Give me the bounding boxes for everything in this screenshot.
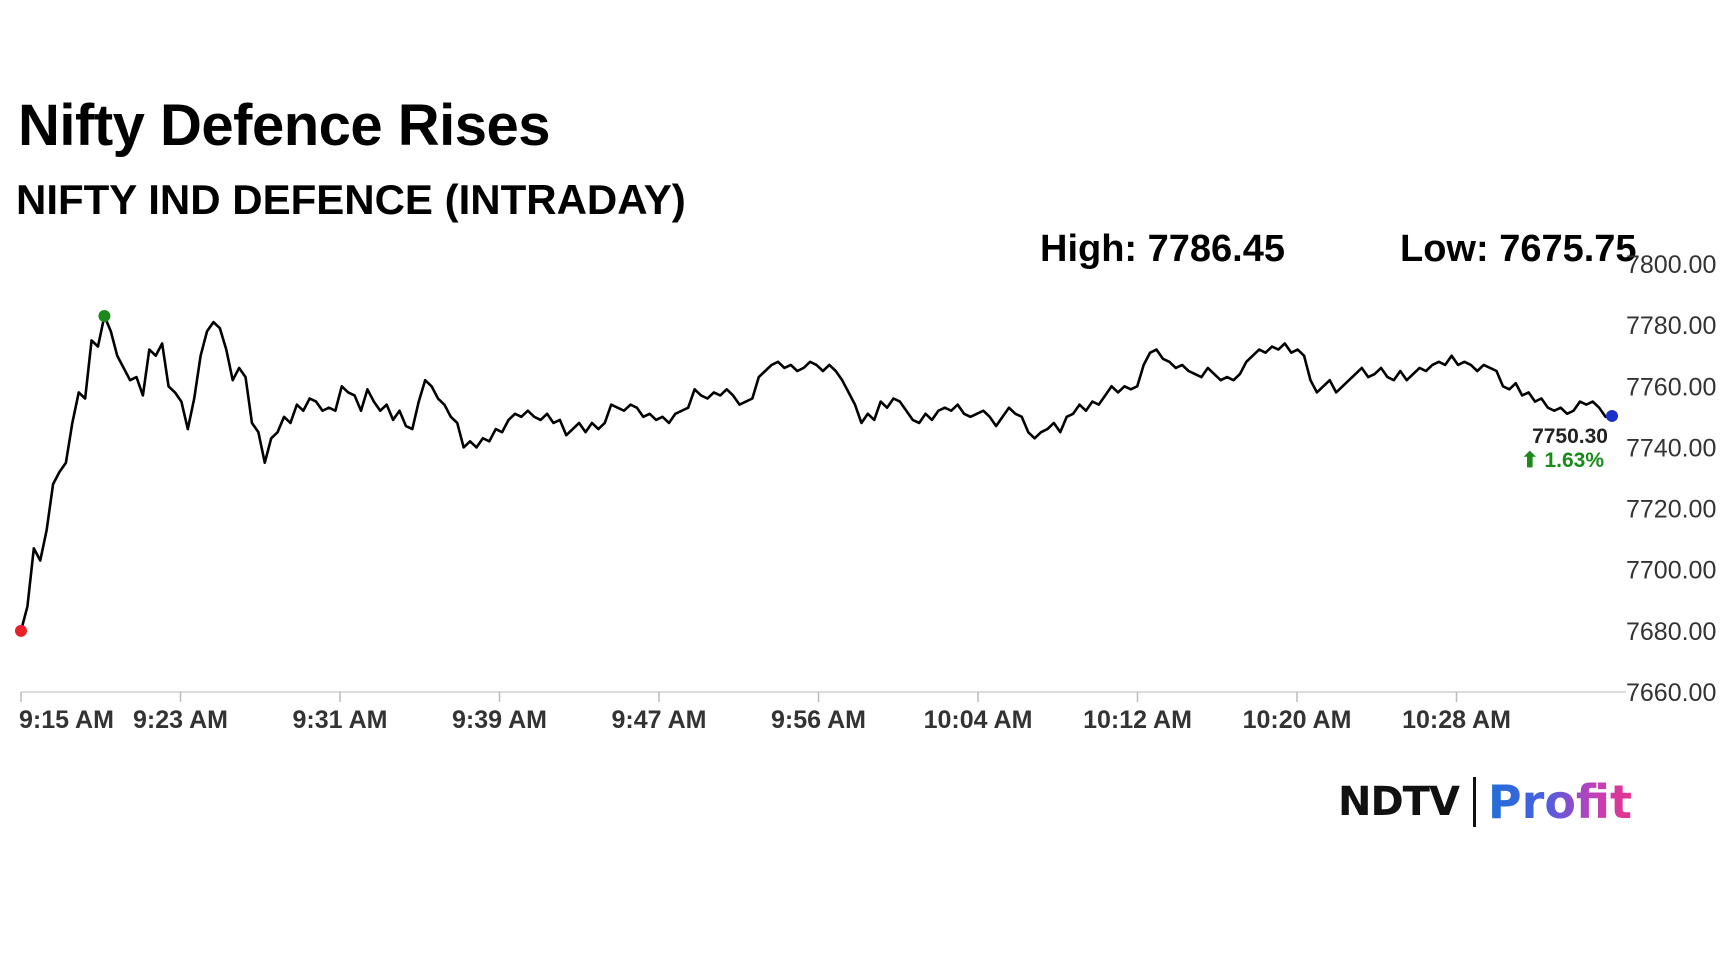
chart-subtitle: NIFTY IND DEFENCE (INTRADAY) <box>16 176 686 223</box>
y-tick-label: 7660.00 <box>1626 679 1716 707</box>
day-high-stat: High: 7786.45 <box>1040 228 1285 270</box>
x-tick-label: 9:31 AM <box>293 706 388 734</box>
x-tick-label: 10:20 AM <box>1243 706 1352 734</box>
y-tick-label: 7740.00 <box>1626 434 1716 462</box>
x-tick-label: 9:39 AM <box>452 706 547 734</box>
day-low-stat: Low: 7675.75 <box>1400 228 1637 270</box>
x-axis: 9:15 AM 9:23 AM 9:31 AM 9:39 AM 9:47 AM 9:56 … <box>19 691 1626 734</box>
x-tick-label: 10:12 AM <box>1083 706 1192 734</box>
last-point-marker <box>1606 409 1618 422</box>
x-tick-label: 9:23 AM <box>133 706 228 734</box>
y-tick-label: 7700.00 <box>1626 557 1716 585</box>
ndtv-wordmark: NDTV <box>1338 779 1460 825</box>
change-percent-label: ⬆ 1.63% <box>1521 449 1604 472</box>
x-tick-label: 10:04 AM <box>924 706 1033 734</box>
logo-divider <box>1472 777 1476 827</box>
y-tick-label: 7800.00 <box>1626 251 1716 279</box>
y-axis: 7660.00 7680.00 7700.00 7720.00 7740.00 7760.… <box>1626 251 1716 707</box>
y-tick-label: 7720.00 <box>1626 496 1716 524</box>
x-tick-label: 9:47 AM <box>612 706 707 734</box>
open-point-marker <box>15 624 27 637</box>
high-point-marker <box>98 309 111 322</box>
price-series-line <box>19 314 1613 632</box>
y-tick-label: 7760.00 <box>1626 373 1716 401</box>
x-tick-label: 9:15 AM <box>19 706 114 734</box>
y-tick-label: 7680.00 <box>1626 618 1716 646</box>
last-value-label: 7750.30 <box>1532 425 1608 448</box>
ndtv-profit-logo: NDTV Profit <box>1338 774 1632 830</box>
x-tick-label: 10:28 AM <box>1402 706 1511 734</box>
x-tick-label: 9:56 AM <box>771 706 866 734</box>
page-title: Nifty Defence Rises <box>18 93 551 158</box>
profit-wordmark: Profit <box>1487 775 1633 829</box>
y-tick-label: 7780.00 <box>1626 312 1716 340</box>
